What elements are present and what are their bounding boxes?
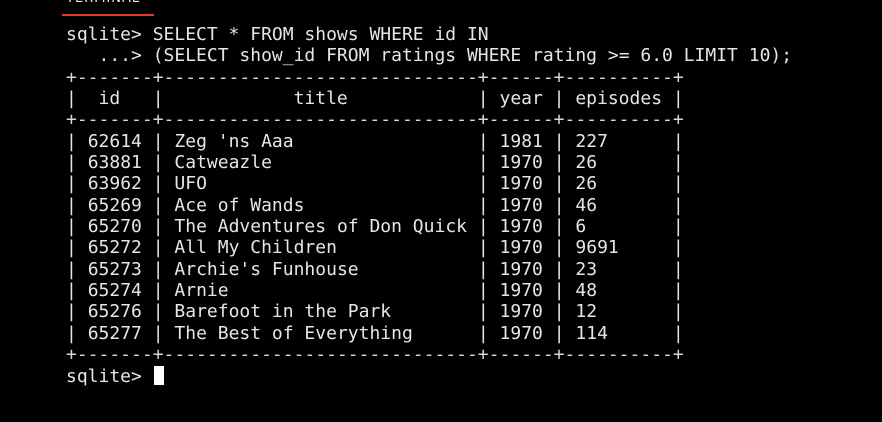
cell-title: Archie's Funhouse [174, 258, 359, 280]
cell-episodes: 23 [575, 258, 598, 280]
cell-title: The Best of Everything [174, 322, 413, 344]
cell-id: 65274 [87, 280, 142, 302]
cell-year: 1970 [499, 152, 543, 174]
active-tab-indicator [62, 14, 154, 16]
table-row: | 65276 | Barefoot in the Park | 1970 | … [66, 301, 684, 323]
cell-year: 1970 [499, 301, 543, 323]
cell-episodes: 46 [575, 194, 598, 216]
terminal-output[interactable]: sqlite> SELECT * FROM shows WHERE id IN … [66, 24, 792, 387]
query-text: (SELECT show_id FROM ratings WHERE ratin… [152, 45, 793, 67]
cell-id: 63962 [87, 173, 142, 195]
table-border-bottom: +-------+-----------------------------+-… [66, 344, 684, 366]
cell-year: 1981 [499, 130, 543, 152]
cell-id: 65277 [87, 322, 142, 344]
cell-id: 65269 [87, 194, 142, 216]
terminal-tab-label: TERMINAL [66, 0, 140, 6]
cell-id: 65272 [87, 237, 142, 259]
prompt: sqlite> [66, 24, 153, 45]
cell-year: 1970 [499, 258, 543, 280]
cell-title: Arnie [174, 280, 229, 302]
cell-title: All My Children [174, 237, 337, 259]
cell-id: 65273 [87, 258, 142, 280]
cell-episodes: 12 [575, 301, 598, 323]
table-row: | 62614 | Zeg 'ns Aaa | 1981 | 227 | [66, 130, 684, 152]
table-row: | 65273 | Archie's Funhouse | 1970 | 23 … [66, 258, 684, 280]
table-row: | 63962 | UFO | 1970 | 26 | [66, 173, 684, 195]
query-line: sqlite> SELECT * FROM shows WHERE id IN [66, 24, 792, 45]
table-row: | 63881 | Catweazle | 1970 | 26 | [66, 152, 684, 174]
cell-id: 65276 [87, 301, 142, 323]
table-row: | 65277 | The Best of Everything | 1970 … [66, 322, 684, 344]
table-header-row: | id | title | year | episodes | [66, 88, 684, 110]
table-row: | 65269 | Ace of Wands | 1970 | 46 | [66, 194, 684, 216]
cell-title: The Adventures of Don Quick [174, 216, 467, 238]
cell-year: 1970 [499, 216, 543, 238]
table-border-header: +-------+-----------------------------+-… [66, 109, 684, 131]
cell-id: 63881 [87, 152, 142, 174]
text-cursor[interactable] [153, 365, 164, 385]
query-text: SELECT * FROM shows WHERE id IN [152, 24, 489, 45]
table-body: | 62614 | Zeg 'ns Aaa | 1981 | 227 | | 63… [66, 131, 792, 344]
cell-year: 1970 [499, 173, 543, 195]
cell-id: 65270 [87, 216, 142, 238]
cell-title: Barefoot in the Park [174, 301, 392, 323]
cell-episodes: 48 [575, 280, 598, 302]
prompt: sqlite> [66, 365, 153, 387]
cell-title: Zeg 'ns Aaa [174, 130, 294, 152]
cell-year: 1970 [499, 194, 543, 216]
cell-episodes: 9691 [575, 237, 619, 259]
table-row: | 65270 | The Adventures of Don Quick | … [66, 216, 684, 238]
cell-episodes: 114 [575, 322, 608, 344]
cell-title: Catweazle [174, 152, 272, 174]
cell-episodes: 26 [575, 173, 598, 195]
cell-title: Ace of Wands [174, 194, 305, 216]
cell-id: 62614 [87, 130, 142, 152]
terminal-tab[interactable]: TERMINAL [0, 0, 882, 16]
continuation-prompt: ...> [66, 45, 153, 67]
cell-title: UFO [174, 173, 207, 195]
cell-year: 1970 [499, 280, 543, 302]
input-line: sqlite> [66, 365, 792, 387]
table-row: | 65272 | All My Children | 1970 | 9691 … [66, 237, 684, 259]
cell-episodes: 6 [575, 216, 587, 238]
table-border-top: +-------+-----------------------------+-… [66, 66, 684, 88]
cell-year: 1970 [499, 322, 543, 344]
cell-episodes: 26 [575, 152, 598, 174]
cell-year: 1970 [499, 237, 543, 259]
table-row: | 65274 | Arnie | 1970 | 48 | [66, 280, 684, 302]
query-continuation-line: ...> (SELECT show_id FROM ratings WHERE … [66, 45, 793, 67]
cell-episodes: 227 [575, 130, 608, 152]
